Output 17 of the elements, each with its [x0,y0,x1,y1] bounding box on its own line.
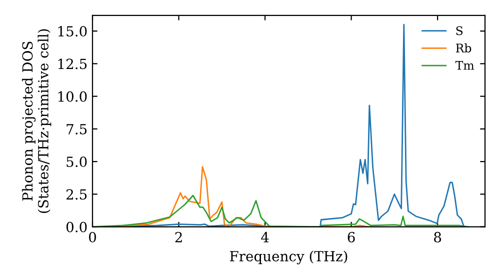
x-tick-label: 2 [175,232,182,242]
x-tick-label: 8 [434,232,442,242]
y-tick-label: 0.0 [66,222,87,232]
y-tick-label: 15.0 [58,26,87,37]
y-tick-label: 10.0 [58,91,87,102]
x-tick-label: 0 [88,232,96,242]
y-tick-label: 12.5 [58,58,87,70]
x-tick-label: 4 [261,232,269,242]
x-tick-label: 6 [348,232,355,242]
x-axis-title: Frequency (THz) [230,250,348,264]
y-axis-title: Phonon projected DOS (States/THz·primitive cell) [22,29,52,213]
y-tick-label: 5.0 [66,156,87,168]
legend-label: S [456,26,463,36]
legend-label: Tm [455,61,474,70]
legend-label: Rb [456,43,472,52]
y-tick-label: 2.5 [66,189,87,200]
y-tick-label: 7.5 [66,124,87,134]
